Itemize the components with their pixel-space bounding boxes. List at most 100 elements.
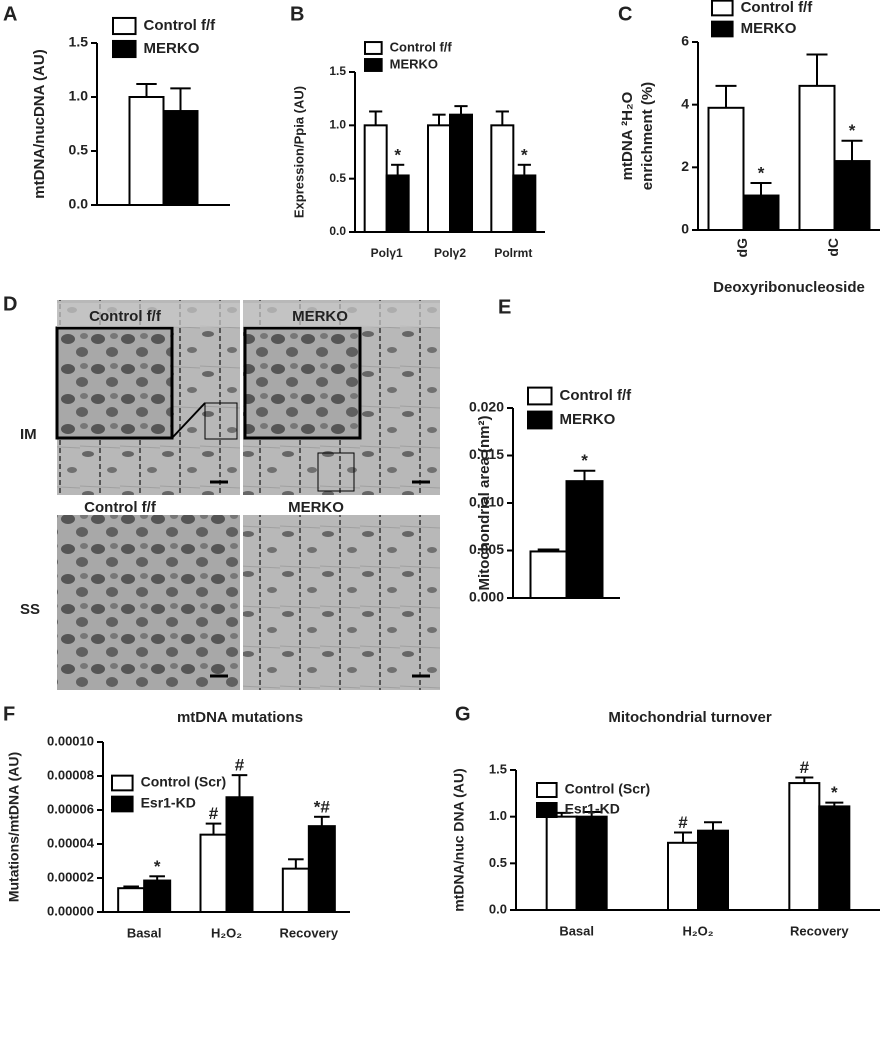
zoom-box (317, 452, 355, 492)
significance-marker: # (235, 756, 245, 775)
y-tick-label: 4 (681, 95, 689, 111)
y-tick-label: 1.5 (329, 64, 346, 78)
legend-label: Control f/f (560, 387, 633, 404)
y-axis-label: enrichment (%) (639, 82, 656, 190)
legend-label: Control f/f (741, 0, 814, 16)
bar (385, 174, 410, 233)
bar (707, 106, 745, 231)
bar (788, 782, 821, 911)
y-tick-label: 0.00004 (47, 835, 95, 850)
bar (449, 113, 473, 233)
legend-label: Control f/f (144, 17, 217, 34)
inset (55, 326, 174, 440)
chart-title: Mitochondrial turnover (608, 709, 772, 726)
bar (667, 841, 699, 911)
micrograph (57, 515, 240, 690)
x-tick-label: Polrmt (494, 246, 532, 260)
x-tick-label: Basal (559, 923, 594, 938)
legend-label: MERKO (560, 411, 616, 428)
label-band (57, 303, 240, 327)
y-axis-label: mtDNA/nuc DNA (AU) (451, 768, 467, 911)
micrograph-label: Control f/f (89, 308, 162, 325)
panel-letter: F (3, 703, 15, 725)
legend-label: Esr1-KD (141, 795, 196, 811)
significance-marker: # (678, 813, 688, 832)
bar (575, 815, 608, 912)
y-axis-label: Mitochondrial area (nm²) (476, 415, 493, 590)
x-axis-label: Deoxyribonucleoside (713, 279, 865, 296)
bar (742, 194, 780, 232)
bar (199, 833, 228, 914)
x-tick-label: Recovery (280, 925, 339, 940)
legend-label: Esr1-KD (565, 801, 620, 817)
bar (512, 174, 537, 233)
legend-swatch (711, 0, 734, 17)
y-tick-label: 0.000 (469, 589, 504, 605)
x-tick-label: dG (734, 238, 750, 258)
x-tick-label: dC (825, 238, 841, 257)
significance-marker: * (849, 121, 856, 140)
bar (565, 480, 604, 599)
legend-swatch (527, 386, 553, 406)
x-tick-label: H₂O₂ (682, 923, 713, 938)
x-tick-label: Basal (127, 925, 162, 940)
row-label: SS (20, 601, 40, 618)
bar (128, 96, 165, 206)
micrograph-panel: D Control f/f MERKO Control f/f MERKO IM… (3, 293, 440, 690)
bar (363, 124, 388, 233)
legend-swatch (711, 20, 734, 38)
chart-title: mtDNA mutations (177, 709, 303, 726)
legend-swatch (536, 802, 558, 818)
y-tick-label: 0.5 (329, 171, 346, 185)
y-axis-label: Mutations/mtDNA (AU) (6, 752, 22, 902)
bar (818, 805, 851, 912)
zoom-box (204, 402, 238, 440)
bar (427, 124, 451, 233)
significance-marker: *# (314, 797, 331, 816)
bar (225, 796, 254, 913)
micrograph-label: MERKO (288, 499, 344, 516)
legend-label: Control (Scr) (565, 781, 651, 797)
bar (307, 825, 336, 914)
y-tick-label: 0.00010 (47, 733, 94, 748)
legend-label: Control (Scr) (141, 774, 227, 790)
x-tick-label: Recovery (790, 923, 849, 938)
bar (117, 887, 146, 914)
panel-letter: A (3, 3, 17, 25)
significance-marker: * (394, 145, 401, 164)
bar-chart: E Mitochondrial area (nm²)0.000 0.005 0.010… (469, 296, 632, 604)
x-tick-label: H₂O₂ (211, 925, 242, 940)
y-tick-label: 0.015 (469, 446, 504, 462)
panel-letter: E (498, 296, 511, 318)
panel-letter: D (3, 293, 17, 315)
y-tick-label: 1.5 (489, 761, 507, 776)
legend-label: MERKO (741, 20, 797, 37)
y-tick-label: 0.0 (489, 901, 507, 916)
legend-swatch (112, 16, 137, 36)
legend-swatch (364, 58, 383, 72)
panel-letter: G (455, 703, 471, 725)
y-tick-label: 6 (681, 33, 689, 49)
y-tick-label: 0.005 (469, 541, 504, 557)
legend-swatch (364, 41, 383, 55)
y-tick-label: 0.020 (469, 399, 504, 415)
bar (697, 829, 729, 912)
y-tick-label: 0.00008 (47, 767, 94, 782)
row-label: IM (20, 426, 37, 443)
y-tick-label: 0.00002 (47, 869, 94, 884)
legend-swatch (527, 410, 553, 430)
significance-marker: # (209, 804, 219, 823)
y-tick-label: 0.5 (69, 142, 89, 158)
bar (833, 160, 871, 231)
bar (143, 879, 172, 913)
y-tick-label: 0.5 (489, 855, 507, 870)
y-tick-label: 1.0 (69, 88, 89, 104)
micrograph (243, 515, 440, 690)
significance-marker: * (154, 857, 161, 876)
bar (281, 867, 310, 914)
bar (162, 110, 199, 206)
legend-swatch (112, 39, 137, 59)
legend-label: Control f/f (390, 39, 453, 54)
